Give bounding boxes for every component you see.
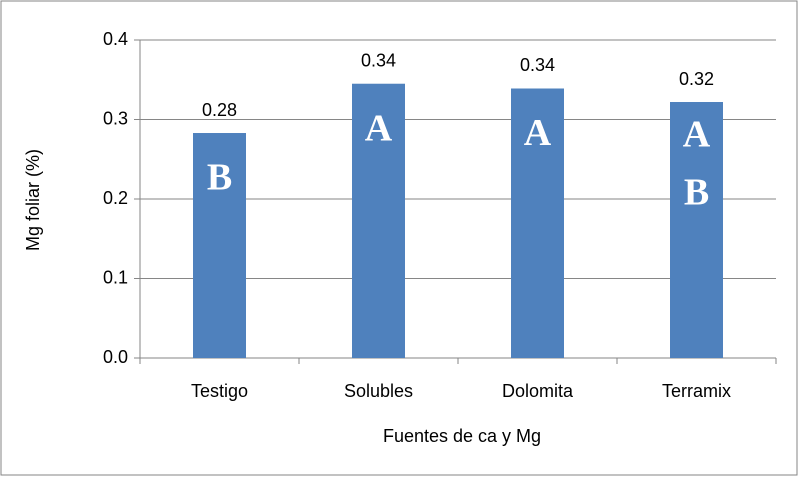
x-tick-label: Testigo: [191, 381, 248, 401]
y-tick-label: 0.4: [103, 29, 128, 49]
y-tick-label: 0.1: [103, 267, 128, 287]
significance-letter: B: [207, 157, 232, 199]
significance-letter: A: [365, 107, 393, 149]
x-axis-title: Fuentes de ca y Mg: [383, 426, 541, 446]
bar: [670, 102, 723, 358]
significance-letter: A: [524, 112, 552, 154]
y-tick-label: 0.0: [103, 347, 128, 367]
bar: [352, 83, 405, 358]
data-label: 0.32: [679, 69, 714, 89]
x-tick-label: Dolomita: [502, 381, 574, 401]
bar: [511, 88, 564, 359]
y-tick-label: 0.3: [103, 108, 128, 128]
bar: [193, 133, 246, 358]
y-axis-title: Mg foliar (%): [23, 149, 43, 251]
data-label: 0.34: [520, 55, 555, 75]
y-tick-label: 0.2: [103, 188, 128, 208]
x-tick-label: Solubles: [344, 381, 413, 401]
significance-letter: A: [683, 114, 711, 156]
x-tick-label: Terramix: [662, 381, 731, 401]
data-label: 0.28: [202, 100, 237, 120]
significance-letter: B: [684, 172, 709, 214]
data-label: 0.34: [361, 50, 396, 70]
